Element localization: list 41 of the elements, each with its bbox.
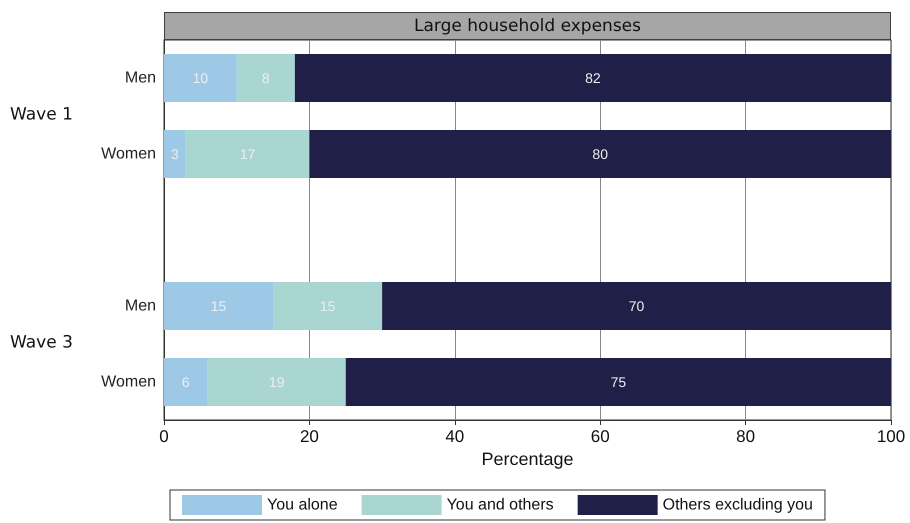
bar xyxy=(208,358,346,406)
data-label: 82 xyxy=(585,70,601,86)
x-tick-label: 100 xyxy=(876,427,906,446)
text: Wave 3 xyxy=(10,332,73,352)
bar xyxy=(294,54,891,102)
data-label: 17 xyxy=(240,146,256,162)
bar xyxy=(236,54,295,102)
chart-title: Large household expenses xyxy=(164,12,891,40)
data-label: 80 xyxy=(592,146,608,162)
legend-label: You and others xyxy=(446,496,554,514)
bar xyxy=(186,130,310,178)
bar xyxy=(273,282,382,330)
y-tick-label: Men xyxy=(124,70,156,86)
bar xyxy=(309,130,891,178)
x-tick-label: 40 xyxy=(445,427,464,446)
data-label: 15 xyxy=(320,298,336,314)
data-label: 6 xyxy=(182,374,190,390)
data-label: 10 xyxy=(192,70,208,86)
bar xyxy=(164,358,208,406)
data-label: 15 xyxy=(210,298,227,314)
x-tick-label: 80 xyxy=(736,427,756,446)
data-label: 19 xyxy=(268,374,285,390)
bar xyxy=(382,282,891,330)
text: Wave 1 xyxy=(10,104,73,124)
x-tick-label: 60 xyxy=(590,427,610,446)
bar xyxy=(164,54,237,102)
legend-label: You alone xyxy=(267,496,338,514)
bar xyxy=(164,282,274,330)
x-tick-label: 20 xyxy=(300,427,319,446)
y-tick-label: Women xyxy=(101,374,156,390)
bar xyxy=(346,358,891,406)
data-label: 8 xyxy=(262,70,270,86)
x-axis-title: Percentage xyxy=(481,449,574,469)
y-tick-label: Men xyxy=(124,298,156,314)
data-label: 75 xyxy=(610,374,626,390)
data-label: 3 xyxy=(171,146,180,162)
y-tick-label: Women xyxy=(101,146,156,162)
data-label: 70 xyxy=(628,298,645,314)
x-tick-label: 0 xyxy=(159,427,169,446)
legend-label: Others excluding you xyxy=(662,496,813,514)
bar xyxy=(164,130,186,178)
